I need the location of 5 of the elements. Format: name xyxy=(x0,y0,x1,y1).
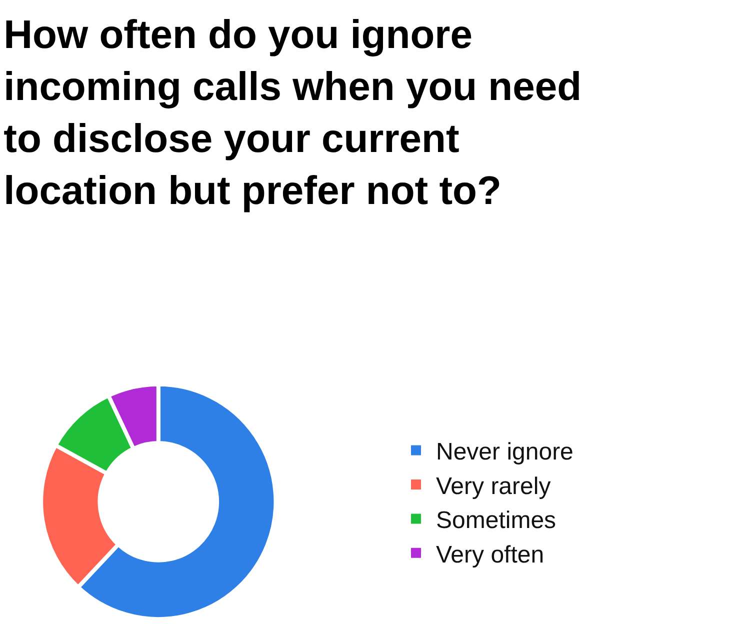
legend-label: Very often xyxy=(436,541,544,568)
legend-label: Never ignore xyxy=(436,438,574,466)
legend-label: Sometimes xyxy=(436,507,556,534)
chart-title: How often do you ignore incoming calls when you need to disclose your current location but prefer not to? xyxy=(4,13,582,213)
legend-label: Very rarely xyxy=(436,472,551,500)
